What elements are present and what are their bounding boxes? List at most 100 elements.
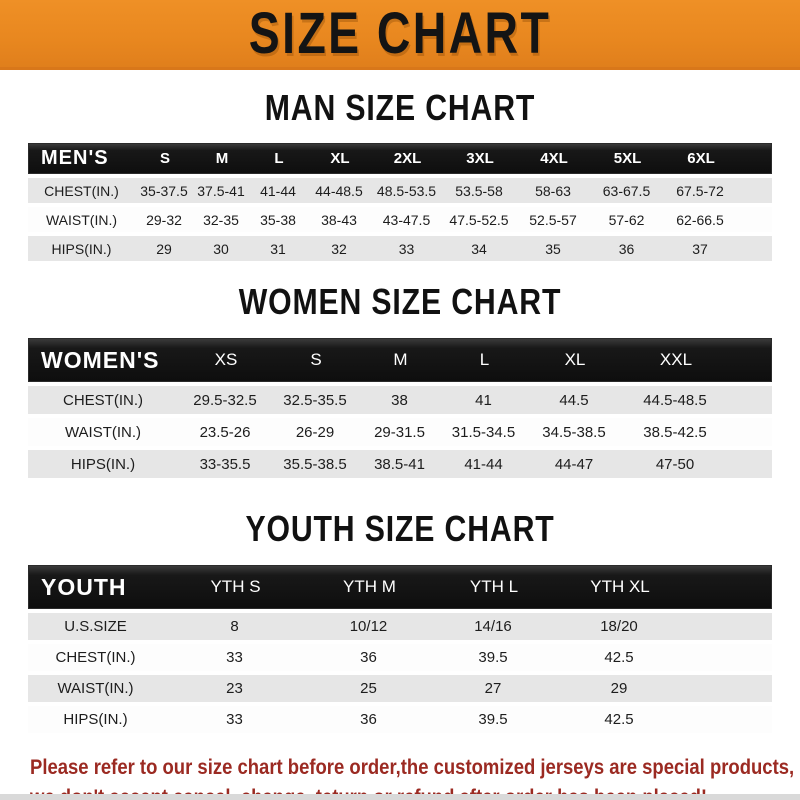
youth-table-header: YOUTH YTH S YTH M YTH L YTH XL [28, 565, 772, 609]
table-cell: 18/20 [600, 618, 638, 635]
section-heading-youth: YOUTH SIZE CHART [0, 508, 800, 555]
table-cell: 35.5-38.5 [283, 455, 347, 473]
table-cell: 33 [398, 240, 415, 257]
column-header: YTH M [343, 577, 396, 596]
table-cell: 52.5-57 [529, 211, 577, 228]
table-cell: 42.5 [604, 649, 634, 666]
table-cell: 38 [391, 391, 408, 409]
table-cell: 37.5-41 [197, 182, 245, 199]
table-cell: 41-44 [464, 455, 503, 473]
table-cell: 23 [226, 680, 243, 697]
column-header: S [310, 350, 322, 369]
table-cell: 42.5 [604, 711, 634, 728]
column-header: S [159, 150, 170, 167]
men-size-table: MEN'S S M L XL 2XL 3XL 4XL 5XL 6XL CHEST(IN.) 35-37… [28, 143, 772, 261]
table-cell: 23.5-26 [199, 423, 251, 441]
column-header: 2XL [393, 150, 422, 167]
row-label: HIPS(IN.) [63, 711, 128, 728]
table-cell: 31.5-34.5 [451, 423, 516, 441]
table-cell: 39.5 [478, 711, 508, 728]
table-cell: 36 [618, 240, 635, 257]
table-cell: 30 [213, 240, 229, 257]
column-header: YTH L [469, 577, 519, 596]
column-header: YTH S [210, 577, 261, 596]
table-cell: 38-43 [321, 211, 357, 228]
section-youth: YOUTH SIZE CHART YOUTH YTH S YTH M YTH L YTH … [0, 508, 800, 733]
table-cell: 58-63 [535, 182, 571, 199]
table-row: WAIST(IN.) 29-32 32-35 35-38 38-43 43-47.5 47.… [28, 207, 772, 232]
bottom-strip [0, 794, 800, 800]
table-cell: 43-47.5 [382, 211, 431, 228]
table-cell: 35 [545, 240, 561, 257]
table-cell: 32-35 [203, 211, 239, 228]
table-cell: 47.5-52.5 [449, 211, 509, 228]
table-cell: 32.5-35.5 [283, 391, 347, 409]
column-header: YTH XL [590, 577, 650, 596]
table-cell: 37 [692, 240, 708, 257]
column-header: 3XL [466, 150, 494, 167]
table-cell: 57-62 [608, 211, 645, 228]
table-cell: 62-66.5 [676, 211, 724, 228]
row-label: CHEST(IN.) [55, 649, 136, 666]
table-cell: 44-48.5 [315, 182, 363, 199]
women-size-table: WOMEN'S XS S M L XL XXL CHEST(IN.) 29.5-32.5 32.5… [28, 338, 772, 478]
table-cell: 26-29 [295, 423, 335, 441]
table-cell: 34 [471, 240, 487, 257]
table-cell: 33 [226, 711, 243, 728]
table-cell: 14/16 [474, 618, 512, 635]
table-cell: 31 [270, 240, 286, 257]
section-heading-text: MAN SIZE CHART [264, 87, 536, 128]
table-cell: 35-37.5 [140, 182, 188, 199]
column-header: 4XL [540, 150, 568, 167]
men-header-label: MEN'S [41, 147, 109, 169]
column-header: 6XL [687, 150, 715, 167]
table-cell: 47-50 [655, 455, 695, 473]
row-label: HIPS(IN.) [70, 455, 136, 473]
row-label: U.S.SIZE [64, 618, 127, 635]
sections-container: MAN SIZE CHART MEN'S S M L XL 2XL 3XL 4XL 5XL 6XL C… [0, 88, 800, 733]
table-cell: 38.5-41 [374, 455, 425, 473]
row-label: CHEST(IN.) [44, 182, 119, 199]
table-cell: 41-44 [260, 182, 296, 199]
footer-line-1: Please refer to our size chart before or… [30, 756, 795, 779]
table-row: CHEST(IN.) 35-37.5 37.5-41 41-44 44-48.5 48.5… [28, 178, 772, 203]
row-label: WAIST(IN.) [64, 423, 142, 441]
table-cell: 44-47 [554, 455, 594, 473]
table-cell: 33-35.5 [199, 455, 251, 473]
table-cell: 36 [360, 649, 377, 666]
section-men: MAN SIZE CHART MEN'S S M L XL 2XL 3XL 4XL 5XL 6XL C… [0, 88, 800, 261]
table-cell: 67.5-72 [676, 182, 724, 199]
column-header: XXL [659, 350, 693, 369]
column-header: M [393, 350, 408, 369]
table-cell: 32 [331, 240, 347, 257]
women-table-header: WOMEN'S XS S M L XL XXL [28, 338, 772, 382]
table-row: HIPS(IN.) 33 36 39.5 42.5 [28, 706, 772, 733]
youth-size-table: YOUTH YTH S YTH M YTH L YTH XL U.S.SIZE 8 10/12… [28, 565, 772, 733]
table-cell: 41 [475, 391, 492, 409]
table-cell: 8 [230, 618, 239, 635]
table-cell: 10/12 [349, 618, 388, 635]
table-cell: 44.5-48.5 [643, 391, 707, 409]
table-cell: 63-67.5 [602, 182, 651, 199]
column-header: M [215, 150, 229, 167]
youth-header-label: YOUTH [41, 573, 127, 600]
table-row: CHEST(IN.) 29.5-32.5 32.5-35.5 38 41 44.5 44.5… [28, 386, 772, 414]
table-cell: 44.5 [559, 391, 589, 409]
table-cell: 38.5-42.5 [643, 423, 707, 441]
women-header-label: WOMEN'S [41, 346, 160, 373]
section-heading-text: WOMEN SIZE CHART [238, 281, 562, 322]
section-heading-women: WOMEN SIZE CHART [0, 281, 800, 328]
table-cell: 33 [226, 649, 243, 666]
column-header: XL [564, 350, 586, 369]
table-cell: 48.5-53.5 [376, 182, 437, 199]
column-header: L [274, 150, 284, 167]
banner-title: SIZE CHART [248, 1, 552, 66]
table-cell: 29.5-32.5 [193, 391, 257, 409]
banner: SIZE CHART [0, 0, 800, 70]
column-header: 5XL [613, 150, 642, 167]
column-header: XL [330, 150, 350, 167]
section-heading-men: MAN SIZE CHART [0, 88, 800, 133]
table-cell: 29 [610, 680, 628, 697]
table-row: HIPS(IN.) 29 30 31 32 33 34 35 36 37 [28, 236, 772, 261]
section-women: WOMEN SIZE CHART WOMEN'S XS S M L XL XXL CHEST(I… [0, 281, 800, 478]
